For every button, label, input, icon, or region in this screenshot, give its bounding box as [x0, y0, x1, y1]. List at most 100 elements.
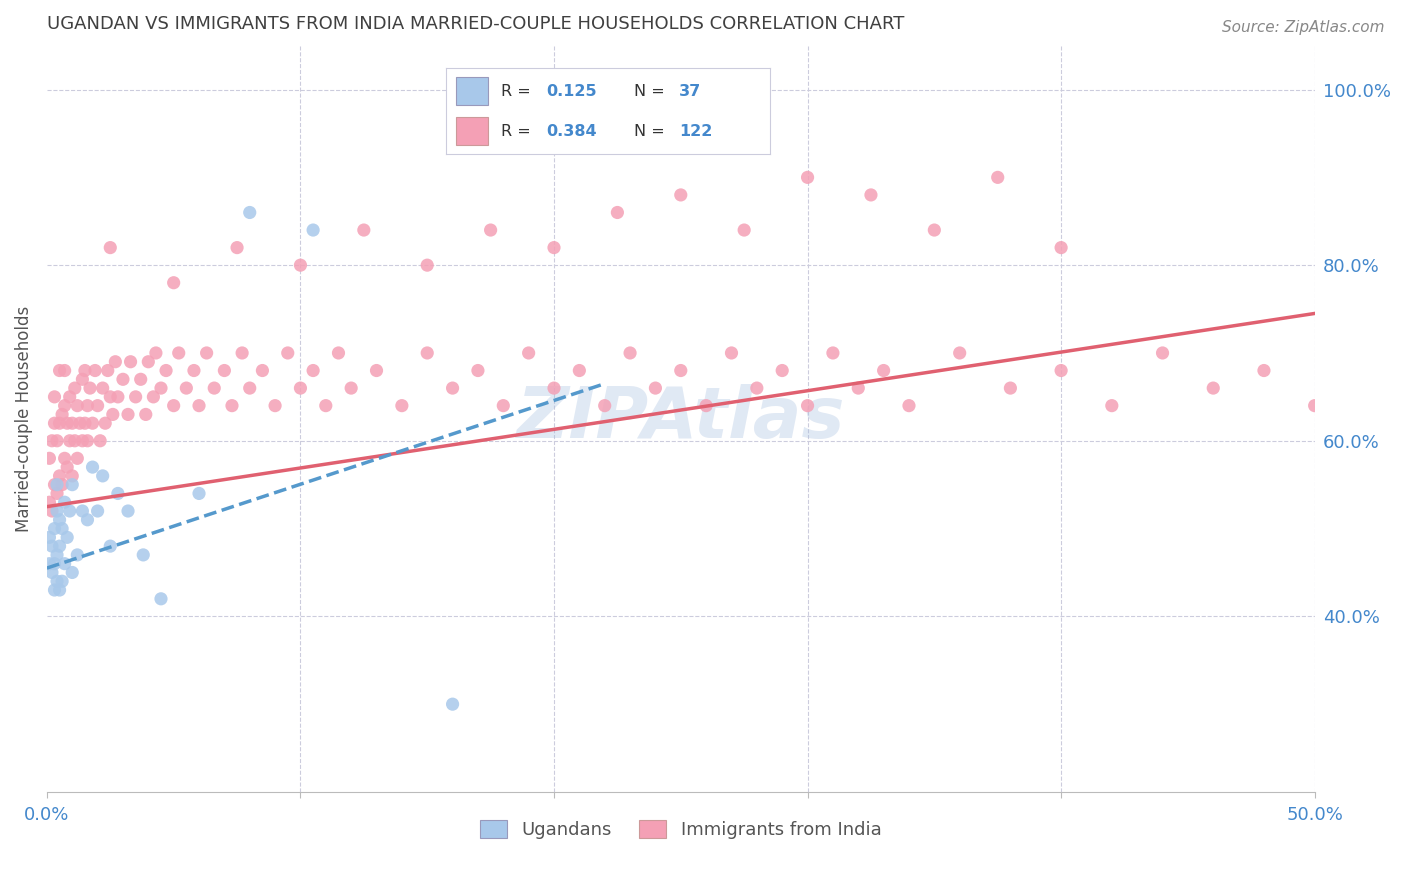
Point [53, 557, 76, 571]
Point [1000, 381, 1022, 395]
Point [416, 258, 439, 272]
Point [163, 276, 186, 290]
Point [66, 451, 89, 466]
Point [60, 566, 83, 580]
Point [76, 399, 98, 413]
Point [1303, 399, 1326, 413]
Point [252, 363, 274, 377]
Point [1101, 399, 1123, 413]
Point [366, 363, 388, 377]
Point [38, 557, 60, 571]
Point [60, 469, 83, 483]
Point [479, 223, 502, 237]
Point [89, 434, 111, 448]
Point [38, 495, 60, 509]
Point [167, 346, 190, 360]
Point [644, 381, 666, 395]
Point [48, 539, 70, 553]
Point [150, 381, 173, 395]
Point [46, 486, 69, 500]
Point [239, 381, 262, 395]
Point [86, 399, 108, 413]
Point [150, 591, 173, 606]
Point [98, 241, 121, 255]
Point [924, 223, 946, 237]
Point [1152, 346, 1174, 360]
Point [124, 390, 146, 404]
Point [48, 416, 70, 430]
Point [183, 363, 205, 377]
Point [53, 399, 76, 413]
Point [195, 346, 218, 360]
Point [82, 416, 104, 430]
Point [72, 372, 94, 386]
Legend: Ugandans, Immigrants from India: Ugandans, Immigrants from India [472, 813, 889, 847]
Point [859, 188, 882, 202]
Point [290, 258, 312, 272]
Point [695, 399, 717, 413]
Point [53, 363, 76, 377]
Point [59, 434, 82, 448]
Point [44, 416, 66, 430]
Point [91, 469, 114, 483]
Point [277, 346, 299, 360]
Point [98, 539, 121, 553]
Point [101, 408, 124, 422]
Point [44, 522, 66, 536]
Point [46, 548, 69, 562]
Point [56, 530, 79, 544]
Point [214, 363, 236, 377]
Point [120, 355, 142, 369]
Point [56, 460, 79, 475]
Point [328, 346, 350, 360]
Point [188, 486, 211, 500]
Point [44, 582, 66, 597]
Point [543, 381, 565, 395]
Point [568, 363, 591, 377]
Point [46, 477, 69, 491]
Point [91, 381, 114, 395]
Text: UGANDAN VS IMMIGRANTS FROM INDIA MARRIED-COUPLE HOUSEHOLDS CORRELATION CHART: UGANDAN VS IMMIGRANTS FROM INDIA MARRIED… [46, 15, 904, 33]
Point [593, 399, 616, 413]
Point [41, 539, 63, 553]
Point [949, 346, 972, 360]
Point [63, 381, 86, 395]
Point [59, 390, 82, 404]
Point [107, 390, 129, 404]
Point [619, 346, 641, 360]
Point [63, 434, 86, 448]
Point [44, 557, 66, 571]
Point [41, 504, 63, 518]
Point [302, 223, 325, 237]
Point [41, 434, 63, 448]
Point [135, 408, 157, 422]
Text: ZIPAtlas: ZIPAtlas [516, 384, 845, 453]
Point [76, 434, 98, 448]
Point [315, 399, 337, 413]
Point [86, 504, 108, 518]
Point [84, 363, 107, 377]
Point [46, 504, 69, 518]
Point [176, 381, 198, 395]
Point [669, 363, 692, 377]
Point [720, 346, 742, 360]
Point [94, 416, 117, 430]
Point [107, 486, 129, 500]
Point [41, 566, 63, 580]
Point [733, 223, 755, 237]
Point [56, 416, 79, 430]
Point [467, 363, 489, 377]
Point [606, 205, 628, 219]
Point [72, 434, 94, 448]
Point [73, 363, 96, 377]
Text: Source: ZipAtlas.com: Source: ZipAtlas.com [1222, 20, 1385, 35]
Point [239, 205, 262, 219]
Point [117, 408, 139, 422]
Point [51, 574, 73, 589]
Point [770, 363, 793, 377]
Point [1253, 363, 1275, 377]
Point [72, 504, 94, 518]
Point [38, 451, 60, 466]
Point [142, 390, 165, 404]
Point [188, 399, 211, 413]
